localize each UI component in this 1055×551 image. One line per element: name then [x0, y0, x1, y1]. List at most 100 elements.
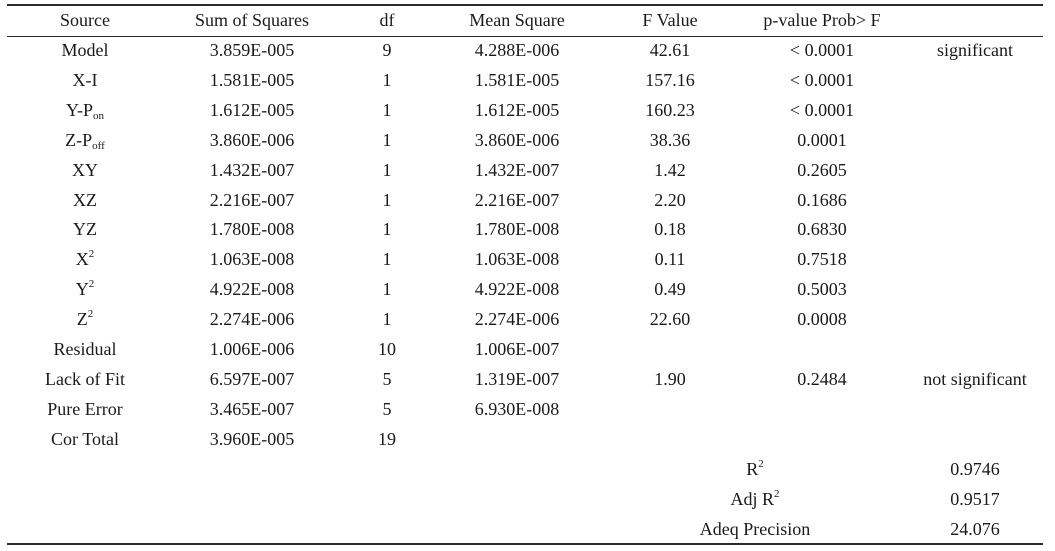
- cell-source: Residual: [25, 339, 145, 359]
- cell-source: X-I: [25, 70, 145, 90]
- cell-note: significant: [937, 40, 1013, 60]
- cell-f-value: 0.49: [654, 279, 686, 300]
- cell-df: 19: [378, 428, 396, 449]
- source-superscript: 2: [87, 308, 94, 321]
- stat-label-text: R: [746, 459, 759, 479]
- cell-f-value: 2.20: [654, 189, 686, 210]
- cell-source: Y2: [25, 278, 145, 300]
- cell-mean-square: 3.860E-006: [474, 129, 560, 150]
- cell-mean-square: 6.930E-008: [474, 398, 560, 419]
- stat-value: 0.9746: [950, 459, 1000, 479]
- cell-p-value: 0.0001: [797, 129, 847, 150]
- stat-label: Adeq Precision: [660, 519, 850, 539]
- cell-source: Cor Total: [25, 429, 145, 449]
- cell-sum-of-squares: 2.274E-006: [209, 309, 295, 330]
- cell-f-value: 0.11: [654, 249, 686, 270]
- cell-df: 10: [378, 339, 396, 359]
- source-superscript: 2: [88, 248, 95, 261]
- cell-source: YZ: [25, 219, 145, 239]
- cell-p-value: 0.6830: [797, 219, 847, 240]
- source-term: Cor Total: [51, 428, 119, 449]
- cell-mean-square: 1.006E-007: [474, 339, 560, 359]
- cell-source: X2: [25, 248, 145, 270]
- source-term: Y-P: [65, 99, 93, 120]
- cell-df: 1: [382, 99, 392, 120]
- cell-sum-of-squares: 3.465E-007: [209, 398, 295, 419]
- cell-p-value: 0.2484: [797, 368, 847, 389]
- source-term: X-I: [72, 69, 98, 90]
- cell-source: XY: [25, 160, 145, 180]
- cell-sum-of-squares: 3.960E-005: [209, 428, 295, 449]
- cell-df: 1: [382, 129, 392, 150]
- cell-p-value: < 0.0001: [789, 40, 855, 60]
- cell-sum-of-squares: 2.216E-007: [209, 189, 295, 210]
- cell-mean-square: 4.922E-008: [474, 279, 560, 300]
- cell-source: Z2: [25, 308, 145, 330]
- source-term: X: [75, 249, 89, 270]
- header-sum-of-squares: Sum of Squares: [195, 10, 309, 30]
- cell-sum-of-squares: 4.922E-008: [209, 279, 295, 300]
- cell-f-value: 1.90: [654, 368, 686, 389]
- cell-source: Model: [25, 40, 145, 60]
- header-p-value: p-value Prob> F: [763, 10, 881, 30]
- source-term: Z-P: [65, 129, 93, 150]
- stat-label: Adj R2: [660, 488, 850, 510]
- source-term: XZ: [73, 189, 97, 210]
- cell-f-value: 38.36: [649, 129, 691, 150]
- cell-df: 1: [382, 189, 392, 210]
- cell-df: 1: [382, 219, 392, 240]
- cell-source: Pure Error: [25, 399, 145, 419]
- cell-f-value: 157.16: [645, 69, 695, 90]
- stat-label-superscript: 2: [758, 458, 764, 470]
- table-bottom-rule: [7, 543, 1043, 545]
- cell-p-value: < 0.0001: [789, 99, 855, 120]
- cell-sum-of-squares: 6.597E-007: [209, 368, 295, 389]
- cell-sum-of-squares: 1.006E-006: [209, 339, 295, 359]
- cell-p-value: 0.1686: [797, 189, 847, 210]
- cell-mean-square: 1.780E-008: [474, 219, 560, 240]
- cell-f-value: 0.18: [654, 219, 686, 240]
- cell-mean-square: 1.319E-007: [474, 368, 560, 389]
- source-term: Y: [75, 279, 89, 300]
- cell-p-value: 0.7518: [797, 249, 847, 270]
- cell-f-value: 160.23: [645, 99, 695, 120]
- cell-sum-of-squares: 1.780E-008: [209, 219, 295, 240]
- stat-label-text: Adeq Precision: [699, 519, 811, 539]
- source-term: Residual: [53, 339, 117, 359]
- cell-mean-square: 1.063E-008: [474, 249, 560, 270]
- cell-sum-of-squares: 1.612E-005: [209, 99, 295, 120]
- source-superscript: 2: [88, 278, 95, 291]
- source-term: XY: [72, 159, 98, 180]
- cell-sum-of-squares: 1.063E-008: [209, 249, 295, 270]
- header-source: Source: [60, 10, 110, 30]
- cell-df: 1: [382, 279, 392, 300]
- cell-sum-of-squares: 3.859E-005: [209, 40, 295, 60]
- cell-mean-square: 4.288E-006: [474, 40, 560, 60]
- cell-df: 1: [382, 309, 392, 330]
- cell-mean-square: 1.612E-005: [474, 99, 560, 120]
- cell-f-value: 1.42: [654, 159, 686, 180]
- cell-df: 1: [382, 249, 392, 270]
- cell-p-value: 0.5003: [797, 279, 847, 300]
- cell-p-value: 0.0008: [797, 309, 847, 330]
- stat-label-text: Adj R: [730, 489, 774, 509]
- source-term: YZ: [73, 219, 97, 240]
- cell-sum-of-squares: 1.581E-005: [209, 69, 295, 90]
- stat-value: 24.076: [950, 519, 1000, 539]
- cell-sum-of-squares: 1.432E-007: [209, 159, 295, 180]
- table-header-rule: [7, 36, 1043, 37]
- stat-value: 0.9517: [950, 489, 1000, 509]
- cell-f-value: 22.60: [649, 309, 691, 330]
- cell-mean-square: 2.216E-007: [474, 189, 560, 210]
- cell-df: 5: [382, 398, 392, 419]
- source-term: Lack of Fit: [45, 368, 125, 389]
- cell-mean-square: 2.274E-006: [474, 309, 560, 330]
- header-f-value: F Value: [642, 10, 698, 30]
- cell-mean-square: 1.432E-007: [474, 159, 560, 180]
- cell-source: Lack of Fit: [25, 369, 145, 389]
- source-term: Z: [76, 309, 88, 330]
- cell-source: Y-Pon: [25, 99, 145, 122]
- source-subscript: off: [92, 139, 105, 152]
- stat-label-superscript: 2: [774, 488, 780, 500]
- stat-label: R2: [660, 458, 850, 480]
